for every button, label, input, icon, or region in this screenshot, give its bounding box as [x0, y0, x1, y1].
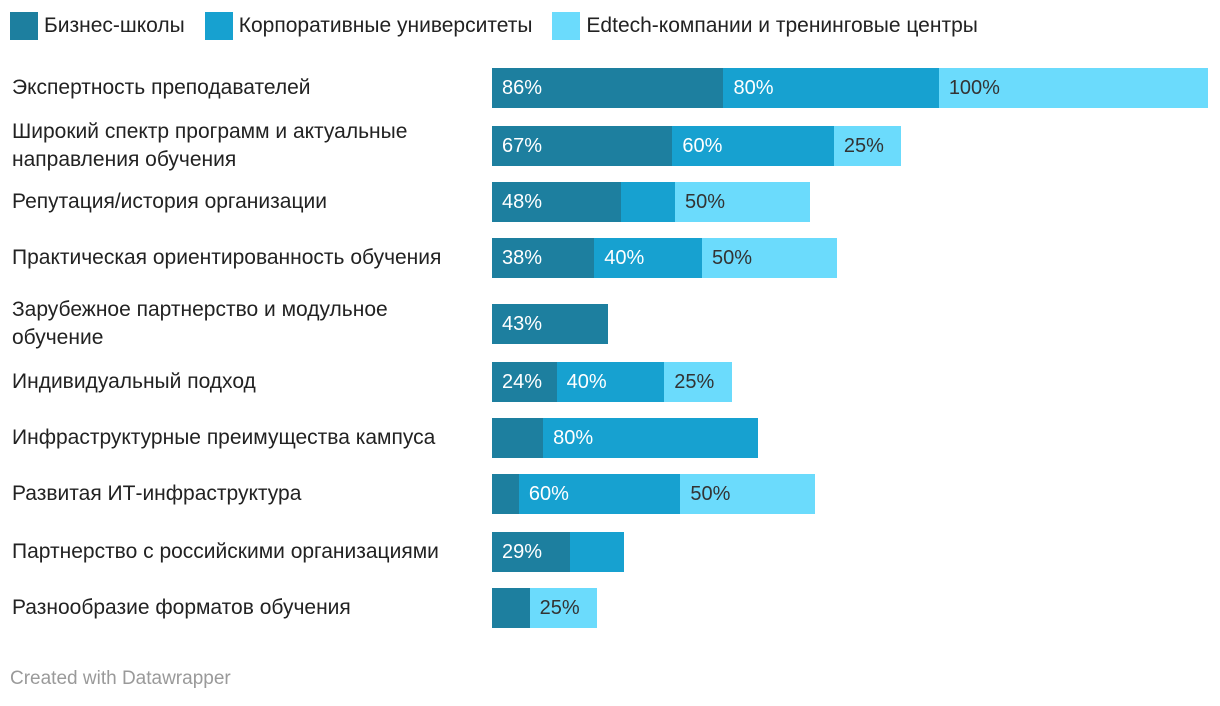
- bar-value-label: 80%: [553, 427, 594, 449]
- bar-value-label: 80%: [733, 77, 774, 99]
- legend: Бизнес-школы Корпоративные университеты Ed…: [10, 11, 998, 41]
- bar-value-label: 40%: [604, 247, 645, 269]
- bar-segment: [492, 588, 530, 628]
- bar-segment: [543, 418, 759, 458]
- bar-segment: [492, 418, 544, 458]
- bar-segment: [594, 238, 702, 278]
- bar-segment: [492, 362, 557, 402]
- legend-swatch: [10, 12, 38, 40]
- category-label: Партнерство с российскими организациями: [12, 540, 439, 563]
- legend-entry: Корпоративные университеты: [204, 12, 533, 40]
- bar-segment: [675, 182, 810, 222]
- bar-segment: [701, 238, 837, 278]
- bar-segment: [492, 68, 724, 108]
- category-label: Зарубежное партнерство и модульное обуче…: [12, 298, 388, 349]
- bar-segment: [492, 126, 673, 166]
- bar-segment: [664, 362, 732, 402]
- bar-value-label: 48%: [502, 191, 543, 213]
- legend-swatch: [204, 12, 233, 40]
- bar-value-label: 25%: [674, 371, 715, 393]
- bar-value-label: 50%: [685, 191, 726, 213]
- bar-value-label: 25%: [539, 597, 580, 619]
- bar-segment: [621, 182, 676, 222]
- bar-value-label: 86%: [502, 77, 543, 99]
- bar-segment: [938, 68, 1208, 108]
- bar-value-label: 24%: [502, 371, 543, 393]
- bar-value-label: 43%: [502, 313, 543, 335]
- bar-segment: [680, 474, 815, 514]
- bar-segment: [492, 474, 519, 514]
- legend-swatch: [552, 12, 581, 40]
- bar-value-label: 38%: [502, 247, 543, 269]
- category-label: Репутация/история организации: [12, 190, 327, 213]
- bar-value-label: 100%: [948, 77, 1000, 99]
- bar-value-label: 25%: [843, 135, 884, 157]
- bar-segment: [492, 304, 608, 344]
- category-label: Развитая ИТ-инфраструктура: [12, 482, 302, 505]
- bar-segment: [518, 474, 681, 514]
- bar-segment: [556, 362, 665, 402]
- bar-segment: [492, 532, 571, 572]
- bar-segment: [492, 238, 595, 278]
- bar-value-label: 40%: [566, 371, 607, 393]
- bar-value-label: 60%: [528, 483, 569, 505]
- bar-value-label: 60%: [682, 135, 723, 157]
- legend-label: Бизнес-школы: [44, 14, 185, 37]
- category-label: Экспертность преподавателей: [12, 76, 311, 99]
- category-label: Широкий спектр программ и актуальные нап…: [12, 120, 408, 171]
- bar-segment: [672, 126, 834, 166]
- bar-segment: [570, 532, 624, 572]
- legend-label: Edtech-компании и тренинговые центры: [586, 14, 978, 37]
- legend-entry: Edtech-компании и тренинговые центры: [552, 12, 978, 40]
- category-label: Практическая ориентированность обучения: [12, 246, 442, 269]
- category-label: Инфраструктурные преимущества кампуса: [12, 426, 436, 449]
- category-label: Индивидуальный подход: [12, 370, 256, 393]
- bar-segment: [833, 126, 902, 166]
- bar-value-label: 50%: [690, 483, 731, 505]
- footer-credit: Created with Datawrapper: [10, 668, 231, 689]
- bar-segment: [529, 588, 597, 628]
- bar-segment: [492, 182, 622, 222]
- bar-value-label: 67%: [502, 135, 543, 157]
- bar-value-label: 50%: [711, 247, 752, 269]
- bar-value-label: 29%: [502, 541, 543, 563]
- bar-segment: [723, 68, 939, 108]
- legend-entry: Бизнес-школы: [10, 12, 185, 40]
- category-label: Разнообразие форматов обучения: [12, 596, 351, 619]
- legend-label: Корпоративные университеты: [238, 14, 533, 37]
